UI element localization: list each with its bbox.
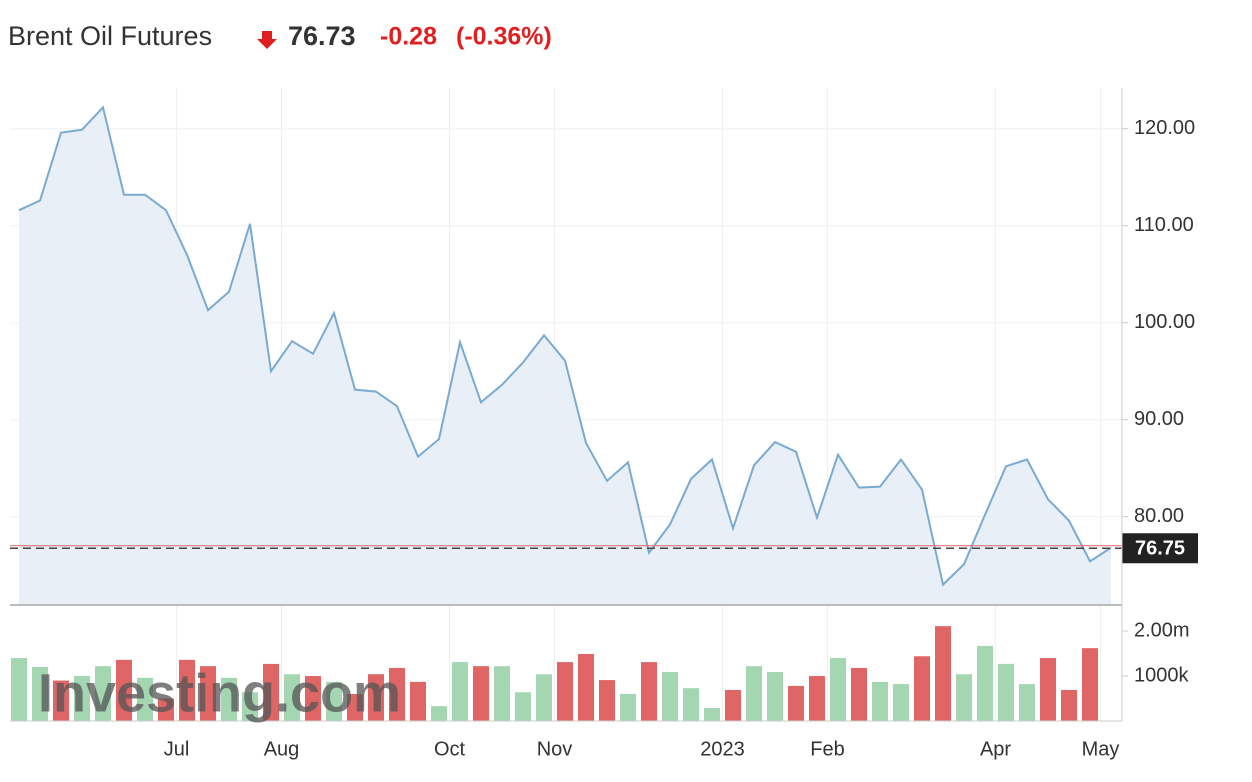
change-percent: (-0.36%) — [456, 23, 552, 51]
volume-bar — [683, 688, 699, 721]
title: Brent Oil Futures — [8, 21, 212, 51]
area — [19, 107, 1111, 605]
volume-bar — [1082, 648, 1098, 721]
x-tick-label: Nov — [537, 738, 573, 760]
volume-bar — [473, 666, 489, 721]
volume-bar — [704, 707, 720, 721]
y-tick-label: 100.00 — [1134, 311, 1195, 333]
y-tick-label: 2.00m — [1134, 619, 1190, 641]
volume-bar — [515, 692, 531, 721]
volume-bar — [746, 666, 762, 721]
volume-bar — [347, 694, 363, 721]
watermark: Investing.com — [38, 663, 401, 723]
volume-bar — [410, 681, 426, 721]
volume-bar — [221, 677, 237, 721]
volume-bar — [956, 674, 972, 721]
y-tick-label: 90.00 — [1134, 408, 1184, 430]
y-tick-label: 80.00 — [1134, 505, 1184, 527]
x-tick-label: 2023 — [700, 738, 745, 760]
volume-bar — [284, 674, 300, 721]
volume-bar — [11, 658, 27, 721]
x-tick-label: Feb — [810, 738, 844, 760]
x-tick-label: Jul — [164, 738, 190, 760]
volume-bar — [662, 671, 678, 721]
volume-bar — [641, 662, 657, 721]
x-tick-label: Oct — [434, 738, 466, 760]
volume-bar — [872, 681, 888, 721]
volume-bar — [851, 667, 867, 721]
volume-bar — [788, 685, 804, 721]
volume-bar — [1061, 689, 1077, 721]
volume-bar — [431, 706, 447, 721]
volume-bar — [599, 680, 615, 721]
volume-bar — [1019, 684, 1035, 721]
volume-bar — [32, 667, 48, 721]
down-arrow — [257, 31, 277, 49]
last-price-box — [1122, 533, 1198, 564]
volume-bar — [95, 666, 111, 721]
volume-bar — [977, 645, 993, 721]
price-line — [18, 105, 1112, 587]
volume-bar — [179, 659, 195, 721]
volume-bar — [263, 663, 279, 721]
volume-bar — [725, 689, 741, 721]
volume-bar — [74, 676, 90, 721]
volume-bar — [158, 698, 174, 721]
volume-bar — [389, 667, 405, 721]
volume-bar — [452, 662, 468, 721]
y-tick-label: 1000k — [1134, 664, 1189, 686]
volume-bar — [368, 674, 384, 721]
volume-bar — [53, 680, 69, 721]
volume-bar — [578, 654, 594, 721]
price: 76.73 — [288, 21, 356, 51]
volume-bar — [767, 671, 783, 721]
volume-bar — [935, 626, 951, 721]
volume-bar — [200, 666, 216, 721]
volume-bar — [116, 659, 132, 721]
y-tick-label: 120.00 — [1134, 117, 1195, 139]
volume-bar — [914, 656, 930, 721]
last-price-label: 76.75 — [1135, 538, 1185, 560]
volume-bar — [620, 694, 636, 721]
volume-bar — [494, 666, 510, 721]
volume-bar — [557, 662, 573, 721]
volume-bar — [305, 676, 321, 721]
volume-bar — [809, 676, 825, 721]
volume-bar — [893, 684, 909, 721]
x-tick-label: May — [1082, 738, 1120, 760]
y-tick-label: 110.00 — [1134, 214, 1194, 236]
volume-bar — [326, 681, 342, 721]
volume-bar — [830, 658, 846, 721]
volume-bar — [998, 663, 1014, 721]
x-tick-label: Aug — [264, 738, 300, 760]
x-tick-label: Apr — [980, 738, 1011, 760]
volume-bar — [1040, 658, 1056, 721]
volume-bar — [536, 674, 552, 721]
volume-bar — [137, 677, 153, 721]
change: -0.28 — [380, 23, 437, 51]
volume-bar — [242, 692, 258, 721]
